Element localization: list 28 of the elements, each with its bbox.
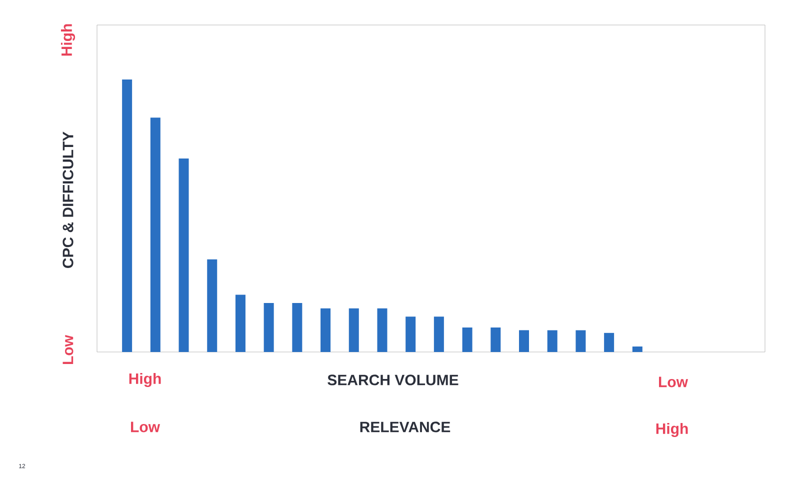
bar — [604, 332, 614, 352]
bar — [264, 302, 274, 352]
text: RELEVANCE — [360, 422, 450, 432]
text: Low — [131, 422, 160, 432]
bar — [235, 294, 246, 352]
x-axis-title: SEARCH VOLUME — [328, 374, 458, 386]
bar — [576, 330, 586, 352]
bar — [519, 330, 529, 352]
text: Low — [659, 376, 688, 388]
text: High — [60, 24, 76, 56]
bar — [406, 316, 416, 352]
bar — [377, 308, 388, 352]
bar — [207, 259, 218, 352]
y-axis-title: CPC & DIFFICULTY — [62, 132, 74, 268]
bar — [178, 158, 189, 352]
bar — [292, 302, 302, 352]
text: Low — [62, 334, 74, 364]
bar — [547, 330, 558, 352]
bar — [348, 308, 359, 352]
text: High — [129, 372, 161, 388]
bar — [320, 308, 331, 352]
bar — [122, 79, 132, 352]
bar — [150, 118, 160, 352]
bar — [462, 327, 472, 352]
text: High — [656, 422, 688, 438]
bar — [632, 346, 642, 352]
bar — [434, 316, 444, 352]
bar — [490, 327, 501, 352]
